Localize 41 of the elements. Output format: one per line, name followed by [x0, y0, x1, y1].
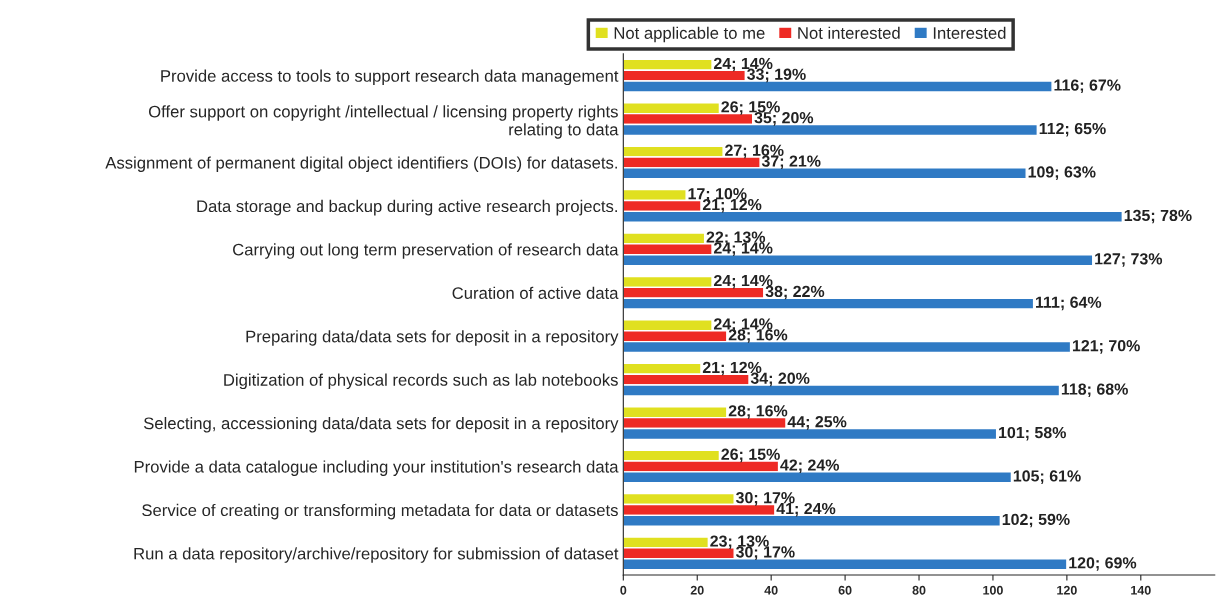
data-label: 44; 25%	[787, 416, 847, 430]
legend-label: Not applicable to me	[614, 26, 765, 43]
data-label: 102; 59%	[1002, 513, 1070, 528]
x-tick-label: 80	[912, 585, 926, 595]
data-label: 121; 70%	[1072, 340, 1140, 354]
data-label: 41; 24%	[776, 502, 836, 517]
data-label: 116; 67%	[1054, 79, 1121, 94]
y-tick-label: Provide access to tools to support research data management	[161, 69, 619, 86]
x-tick-label: 100	[983, 585, 1003, 595]
data-label: 101; 58%	[999, 426, 1066, 441]
y-tick-label: Preparing data/data sets for deposit in a repository	[246, 330, 619, 346]
y-tick-label: Digitization of physical records such as lab notebooks	[224, 373, 618, 390]
y-tick-label: Offer support on copyright /intellectual / licensing property rights relating to data	[148, 105, 619, 139]
y-tick-label: Carrying out long term preservation of research data	[233, 243, 619, 259]
data-label: 105; 61%	[1013, 470, 1081, 484]
data-label: 26; 15%	[721, 448, 780, 463]
data-label: 120; 69%	[1069, 557, 1137, 571]
x-tick-label: 20	[690, 585, 704, 595]
data-label: 112; 65%	[1039, 122, 1106, 137]
data-label: 135; 78%	[1124, 209, 1192, 224]
y-tick-label: Service of creating or transforming metadata for data or datasets	[142, 503, 618, 520]
data-label: 28; 16%	[728, 405, 788, 419]
x-tick-label: 40	[764, 585, 778, 595]
y-tick-label: Run a data repository/archive/repository for submission of dataset	[134, 547, 619, 563]
data-label: 127; 73%	[1095, 253, 1163, 267]
y-tick-label: Provide a data catalogue including your institution's research data	[134, 460, 619, 476]
data-label: 35; 20%	[754, 112, 814, 126]
x-tick-label: 140	[1131, 585, 1151, 595]
legend-label: Interested	[933, 26, 1006, 39]
data-label: 118; 68%	[1061, 383, 1128, 398]
y-tick-label: Assignment of permanent digital object identifiers (DOIs) for datasets.	[105, 156, 617, 172]
x-tick-label: 60	[838, 585, 852, 595]
y-tick-label: Selecting, accessioning data/data sets for deposit in a repository	[143, 417, 619, 433]
y-tick-label: Data storage and backup during active research projects.	[197, 199, 617, 216]
x-tick-label: 0	[620, 585, 627, 595]
data-label: 111; 64%	[1036, 296, 1102, 311]
legend-label: Not interested	[798, 26, 900, 39]
data-label: 42; 24%	[780, 459, 840, 474]
y-tick-label: Curation of active data	[452, 286, 619, 299]
data-label: 109; 63%	[1028, 166, 1096, 180]
x-tick-label: 120	[1057, 585, 1077, 595]
